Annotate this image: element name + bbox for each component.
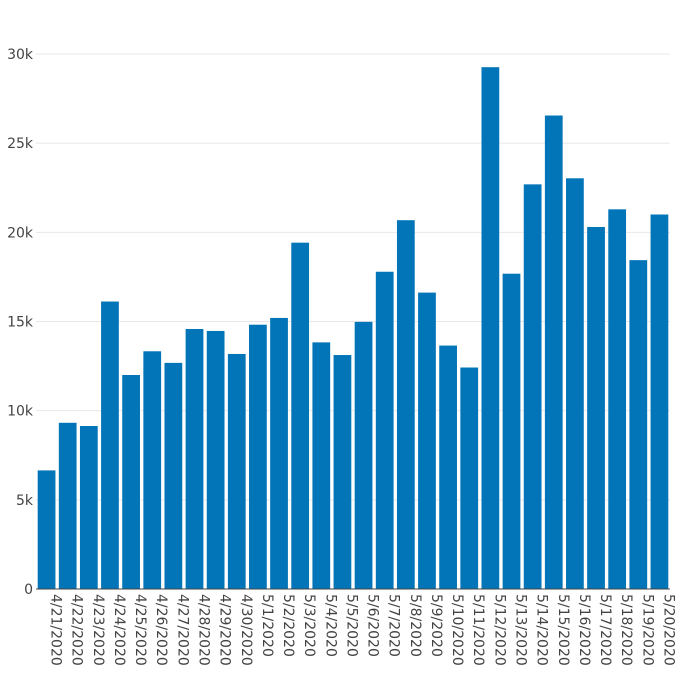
x-tick-label: 5/7/2020 (386, 594, 402, 657)
x-tick-label: 5/13/2020 (513, 594, 529, 666)
bar (460, 367, 479, 589)
x-tick-label: 5/2/2020 (280, 594, 296, 657)
x-tick-label: 5/15/2020 (555, 594, 571, 666)
x-tick-label: 5/19/2020 (639, 594, 655, 666)
y-axis-ticks: 0 5k 10k 15k 20k 25k 30k (7, 47, 34, 598)
y-tick-label: 15k (7, 315, 34, 331)
x-tick-label: 5/14/2020 (534, 594, 550, 666)
bar (79, 426, 98, 589)
bars (37, 67, 669, 590)
x-tick-label: 5/17/2020 (597, 594, 613, 666)
y-tick-label: 0 (24, 582, 33, 598)
x-tick-label: 5/20/2020 (660, 594, 676, 666)
bar (608, 209, 627, 589)
bar (481, 67, 500, 590)
bar (629, 260, 648, 589)
y-tick-label: 20k (7, 225, 34, 241)
bar (439, 345, 457, 589)
x-tick-label: 5/8/2020 (407, 594, 423, 657)
bar (544, 115, 563, 590)
bar (312, 342, 331, 589)
x-tick-label: 5/11/2020 (470, 594, 486, 666)
x-tick-label: 5/1/2020 (259, 594, 275, 657)
x-tick-label: 5/12/2020 (491, 594, 507, 666)
x-tick-label: 4/27/2020 (174, 594, 190, 666)
gridlines (36, 53, 670, 501)
x-tick-label: 5/18/2020 (618, 594, 634, 666)
bar (354, 321, 373, 589)
bar (333, 355, 352, 589)
x-tick-label: 5/4/2020 (322, 594, 338, 657)
bar (418, 292, 436, 589)
y-tick-label: 30k (7, 47, 34, 63)
x-tick-label: 4/24/2020 (111, 594, 127, 666)
bar (375, 271, 394, 589)
bar (566, 178, 584, 589)
y-tick-label: 5k (16, 493, 34, 509)
y-tick-label: 10k (7, 404, 34, 420)
x-tick-label: 4/30/2020 (238, 594, 254, 666)
x-tick-label: 4/25/2020 (132, 594, 148, 666)
x-tick-label: 4/28/2020 (196, 594, 212, 666)
bar (143, 351, 162, 589)
bar (587, 226, 605, 589)
bar (122, 375, 140, 589)
y-tick-label: 25k (7, 136, 34, 152)
x-axis-ticks: 4/21/2020 4/22/2020 4/23/2020 4/24/2020 4/25… (48, 594, 677, 666)
x-tick-label: 4/26/2020 (153, 594, 169, 666)
x-tick-label: 5/10/2020 (449, 594, 465, 666)
x-tick-label: 5/6/2020 (365, 594, 381, 657)
bar (249, 324, 267, 589)
bar (227, 353, 246, 589)
bar (650, 214, 669, 589)
bar (206, 330, 225, 589)
bar (396, 220, 415, 589)
x-tick-label: 4/23/2020 (90, 594, 106, 666)
x-tick-label: 5/3/2020 (301, 594, 317, 657)
x-tick-label: 4/22/2020 (69, 594, 85, 666)
bar (185, 328, 204, 589)
x-tick-label: 5/9/2020 (428, 594, 444, 657)
bar (270, 317, 288, 589)
x-tick-label: 5/16/2020 (576, 594, 592, 666)
bar (37, 470, 56, 589)
bar (101, 301, 119, 589)
bar (291, 242, 310, 589)
bar (164, 362, 183, 589)
x-tick-label: 4/29/2020 (217, 594, 233, 666)
bar (58, 422, 77, 589)
x-tick-label: 4/21/2020 (48, 594, 64, 666)
bar (502, 273, 521, 589)
bar (523, 184, 542, 589)
x-tick-label: 5/5/2020 (343, 594, 359, 657)
